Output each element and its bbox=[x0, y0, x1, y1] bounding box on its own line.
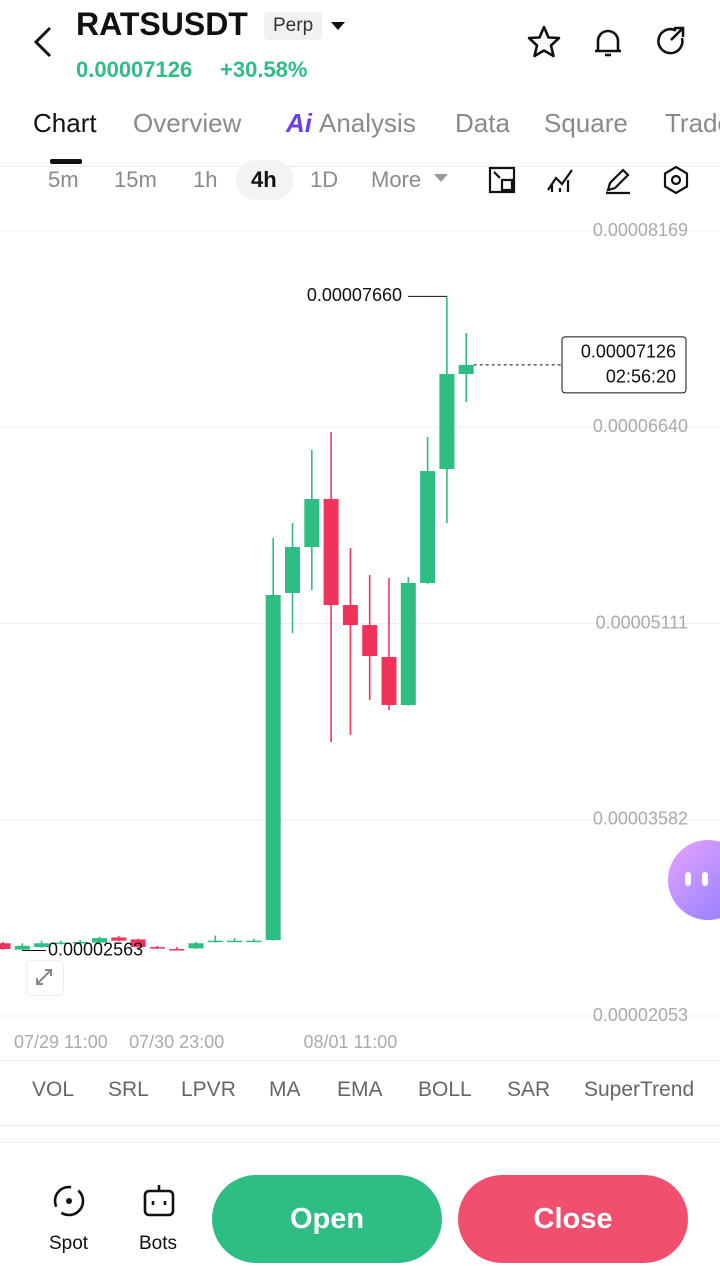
indicator[interactable]: SuperTrend bbox=[584, 1078, 695, 1101]
bubble-eye bbox=[702, 872, 708, 886]
y-tick-label: 0.00002053 bbox=[593, 1005, 688, 1025]
x-tick-label: 08/01 11:00 bbox=[304, 1032, 398, 1052]
candle-body bbox=[72, 941, 88, 944]
settings-icon[interactable] bbox=[660, 164, 692, 196]
divider bbox=[0, 1125, 720, 1126]
divider bbox=[0, 1060, 720, 1061]
candle-body bbox=[246, 940, 262, 943]
candle-body bbox=[439, 374, 455, 469]
candle-body bbox=[342, 605, 358, 626]
candle-body bbox=[458, 364, 474, 375]
indicator[interactable]: BOLL bbox=[418, 1078, 472, 1101]
spot-icon[interactable] bbox=[51, 1183, 87, 1219]
high-label: 0.00007660 bbox=[307, 285, 402, 305]
candle-body bbox=[381, 657, 397, 706]
y-tick-label: 0.00006640 bbox=[593, 416, 688, 436]
indicator[interactable]: EMA bbox=[337, 1078, 383, 1101]
back-button[interactable] bbox=[28, 24, 60, 60]
tab[interactable]: Trade bbox=[665, 108, 720, 138]
candle-body bbox=[420, 471, 436, 583]
interval[interactable]: 5m bbox=[48, 167, 79, 192]
x-tick-label: 07/30 23:00 bbox=[129, 1032, 224, 1052]
interval[interactable]: 15m bbox=[114, 167, 157, 192]
candle-body bbox=[149, 947, 165, 949]
candle-body bbox=[400, 582, 416, 706]
candle-body bbox=[92, 938, 107, 943]
fullscreen-icon[interactable] bbox=[486, 164, 518, 196]
candle-body bbox=[323, 499, 339, 606]
interval[interactable]: 1h bbox=[193, 167, 218, 192]
candle-body bbox=[0, 943, 11, 950]
candle-body bbox=[53, 942, 69, 945]
candle-body bbox=[362, 625, 378, 656]
candle-body bbox=[285, 547, 300, 593]
symbol: RATSUSDT bbox=[76, 6, 248, 42]
y-tick-label: 0.00003582 bbox=[593, 809, 688, 829]
tab[interactable]: Analysis bbox=[319, 108, 416, 138]
candle-body bbox=[169, 949, 185, 951]
more-arrow[interactable] bbox=[433, 172, 449, 184]
y-tick-label: 0.00005111 bbox=[596, 612, 688, 632]
ai-badge: Ai bbox=[286, 108, 312, 138]
expand-button[interactable] bbox=[26, 960, 64, 996]
bots-icon[interactable] bbox=[141, 1183, 177, 1219]
favorite-icon[interactable] bbox=[526, 24, 562, 60]
share-icon[interactable] bbox=[654, 24, 690, 60]
alert-icon[interactable] bbox=[590, 24, 626, 60]
tab[interactable]: Square bbox=[544, 108, 628, 138]
candle-body bbox=[111, 937, 127, 941]
tab-indicator bbox=[50, 159, 82, 164]
price-change: +30.58% bbox=[220, 57, 308, 82]
last-price-box bbox=[561, 336, 687, 394]
divider bbox=[0, 1142, 720, 1143]
candle-body bbox=[14, 945, 30, 950]
countdown-label: 02:56:20 bbox=[606, 367, 676, 387]
candle-body bbox=[130, 939, 146, 948]
nav-label[interactable]: Spot bbox=[49, 1233, 89, 1254]
y-tick-label: 0.00008169 bbox=[593, 220, 688, 240]
indicator[interactable]: SAR bbox=[507, 1078, 551, 1101]
interval[interactable]: More bbox=[371, 167, 422, 192]
interval[interactable]: 1D bbox=[310, 167, 339, 192]
tab[interactable]: Overview bbox=[133, 108, 242, 138]
last-price: 0.00007126 bbox=[76, 57, 193, 82]
interval[interactable]: 4h bbox=[251, 167, 277, 192]
candle-body bbox=[227, 940, 243, 943]
bubble-eye bbox=[685, 872, 691, 886]
tab[interactable]: Data bbox=[455, 108, 510, 138]
candle-body bbox=[207, 940, 223, 943]
last-price-label: 0.00007126 bbox=[581, 342, 676, 362]
contract-badge[interactable]: Perp bbox=[264, 12, 323, 40]
dropdown-arrow[interactable] bbox=[330, 20, 346, 32]
indicator[interactable]: LPVR bbox=[181, 1078, 236, 1101]
tab[interactable]: Chart bbox=[33, 108, 97, 138]
open-button[interactable]: Open bbox=[212, 1175, 442, 1263]
draw-icon[interactable] bbox=[602, 164, 634, 196]
x-tick-label: 07/29 11:00 bbox=[14, 1032, 108, 1052]
indicator[interactable]: MA bbox=[269, 1078, 301, 1101]
candle-body bbox=[188, 943, 204, 949]
divider bbox=[0, 166, 720, 167]
expand-icon bbox=[36, 969, 52, 985]
close-button[interactable]: Close bbox=[458, 1175, 688, 1263]
interval-highlight bbox=[236, 160, 294, 200]
candle-body bbox=[304, 499, 320, 548]
nav-label[interactable]: Bots bbox=[139, 1233, 178, 1254]
indicator[interactable]: VOL bbox=[32, 1078, 75, 1101]
candle-body bbox=[265, 595, 281, 941]
indicator-icon[interactable] bbox=[544, 164, 576, 196]
indicator[interactable]: SRL bbox=[108, 1078, 149, 1101]
candle-body bbox=[34, 943, 50, 948]
low-label: 0.00002563 bbox=[48, 939, 143, 959]
